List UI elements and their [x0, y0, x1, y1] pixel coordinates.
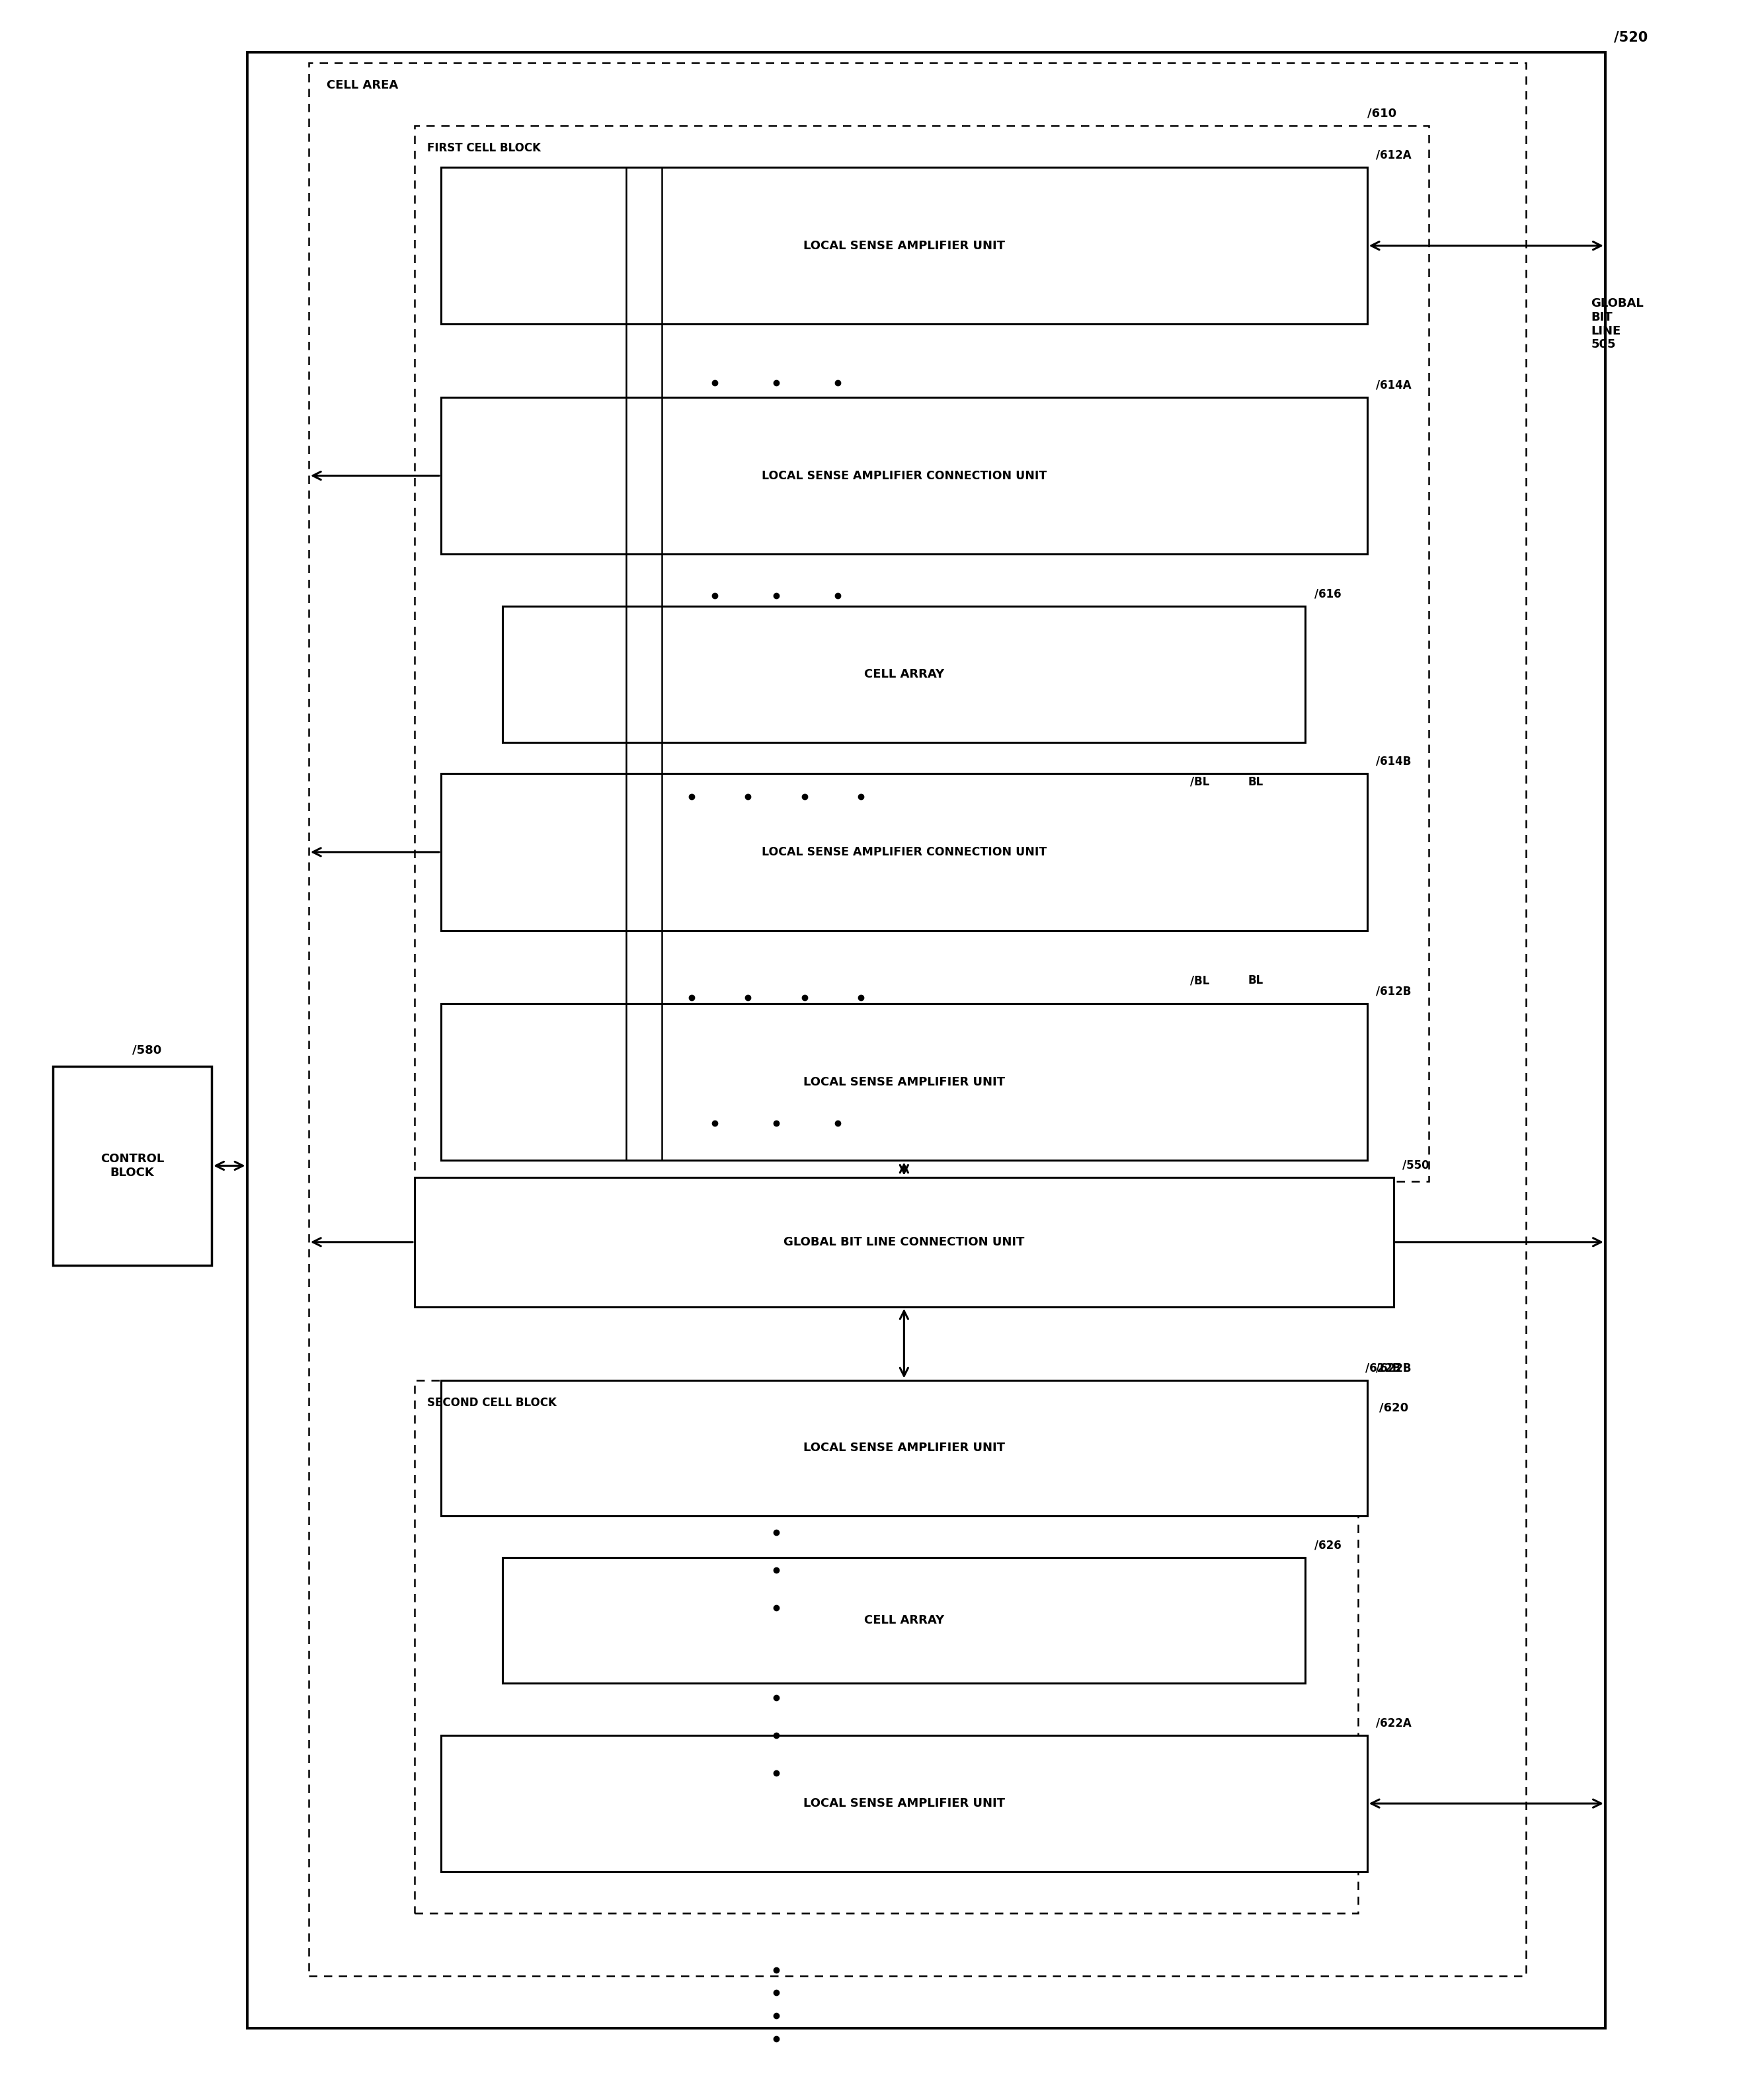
- Text: BL: BL: [1249, 776, 1263, 788]
- Text: /622B: /622B: [1376, 1361, 1411, 1374]
- Bar: [247, 52, 1605, 2028]
- Text: /614A: /614A: [1376, 378, 1411, 391]
- Bar: [309, 63, 1526, 1976]
- Text: CONTROL
BLOCK: CONTROL BLOCK: [101, 1152, 164, 1179]
- Text: CELL AREA: CELL AREA: [326, 79, 399, 92]
- Bar: [415, 1177, 1394, 1307]
- Bar: [441, 167, 1367, 324]
- Text: CELL ARRAY: CELL ARRAY: [864, 669, 944, 680]
- Text: /622B: /622B: [1365, 1361, 1401, 1374]
- Bar: [441, 774, 1367, 930]
- Text: /520: /520: [1614, 31, 1648, 44]
- Text: /612A: /612A: [1376, 148, 1411, 161]
- Text: /BL: /BL: [1189, 974, 1210, 987]
- Text: /626: /626: [1314, 1539, 1341, 1552]
- Text: LOCAL SENSE AMPLIFIER UNIT: LOCAL SENSE AMPLIFIER UNIT: [803, 1443, 1005, 1453]
- Text: LOCAL SENSE AMPLIFIER CONNECTION UNIT: LOCAL SENSE AMPLIFIER CONNECTION UNIT: [762, 847, 1046, 857]
- Bar: [415, 1380, 1358, 1913]
- Text: /622A: /622A: [1376, 1717, 1411, 1729]
- Text: SECOND CELL BLOCK: SECOND CELL BLOCK: [427, 1397, 556, 1409]
- Text: LOCAL SENSE AMPLIFIER UNIT: LOCAL SENSE AMPLIFIER UNIT: [803, 240, 1005, 251]
- Bar: [441, 1380, 1367, 1516]
- Bar: [441, 1004, 1367, 1161]
- Text: /580: /580: [132, 1043, 162, 1056]
- Text: /BL: /BL: [1189, 776, 1210, 788]
- Bar: [503, 606, 1305, 742]
- Text: /612B: /612B: [1376, 985, 1411, 997]
- Text: /620: /620: [1379, 1401, 1409, 1414]
- Text: /614B: /614B: [1376, 755, 1411, 767]
- Text: FIRST CELL BLOCK: FIRST CELL BLOCK: [427, 142, 540, 155]
- Bar: [415, 125, 1429, 1181]
- Text: /616: /616: [1314, 588, 1341, 600]
- Bar: [503, 1558, 1305, 1683]
- Bar: [53, 1066, 212, 1265]
- Text: LOCAL SENSE AMPLIFIER UNIT: LOCAL SENSE AMPLIFIER UNIT: [803, 1077, 1005, 1087]
- Text: /610: /610: [1367, 107, 1397, 119]
- Text: CELL ARRAY: CELL ARRAY: [864, 1614, 944, 1627]
- Text: GLOBAL BIT LINE CONNECTION UNIT: GLOBAL BIT LINE CONNECTION UNIT: [783, 1236, 1025, 1248]
- Text: LOCAL SENSE AMPLIFIER CONNECTION UNIT: LOCAL SENSE AMPLIFIER CONNECTION UNIT: [762, 470, 1046, 481]
- Text: LOCAL SENSE AMPLIFIER UNIT: LOCAL SENSE AMPLIFIER UNIT: [803, 1798, 1005, 1809]
- Bar: [441, 1736, 1367, 1871]
- Text: GLOBAL
BIT
LINE
505: GLOBAL BIT LINE 505: [1591, 297, 1644, 351]
- Bar: [441, 397, 1367, 554]
- Text: /550: /550: [1402, 1158, 1429, 1171]
- Text: BL: BL: [1249, 974, 1263, 987]
